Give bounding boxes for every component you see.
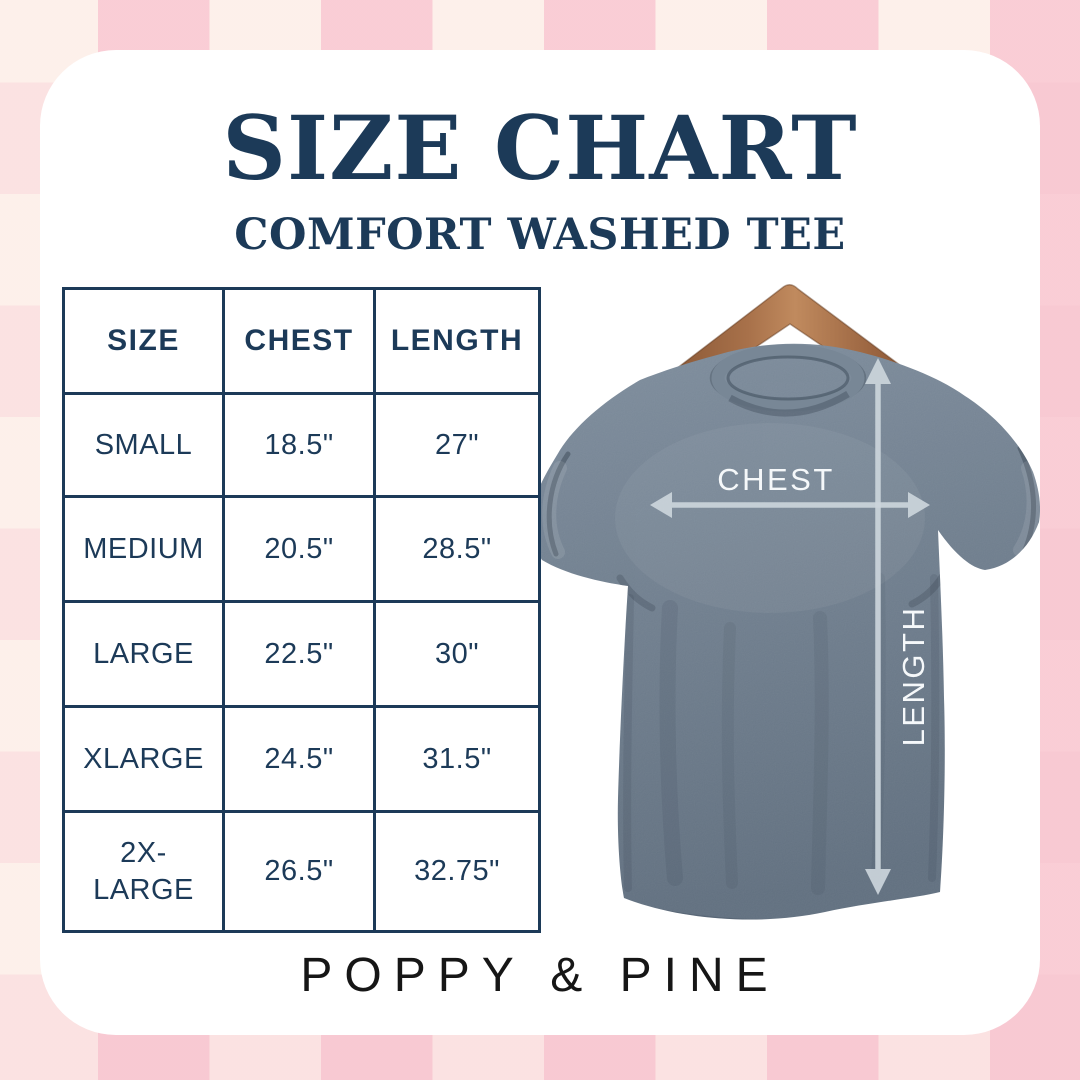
cell-chest: 22.5"	[222, 600, 376, 708]
length-arrow	[865, 358, 891, 895]
tshirt-diagram: CHEST LENGTH	[532, 284, 1040, 920]
header-size: SIZE	[62, 287, 225, 395]
brand-name: POPPY & PINE	[300, 949, 780, 1002]
size-table: SIZE CHEST LENGTH SMALL 18.5" 27" MEDIUM…	[62, 287, 541, 933]
cell-length: 28.5"	[373, 495, 541, 603]
cell-length: 30"	[373, 600, 541, 708]
table-row: XLARGE 24.5" 31.5"	[62, 705, 541, 813]
cell-length: 32.75"	[373, 810, 541, 933]
cell-size: LARGE	[62, 600, 225, 708]
cell-chest: 26.5"	[222, 810, 376, 933]
cell-length: 27"	[373, 392, 541, 498]
cell-chest: 24.5"	[222, 705, 376, 813]
header-length: LENGTH	[373, 287, 541, 395]
size-table-header-row: SIZE CHEST LENGTH	[62, 287, 541, 395]
length-label: LENGTH	[896, 606, 931, 747]
table-row: SMALL 18.5" 27"	[62, 392, 541, 498]
table-row: MEDIUM 20.5" 28.5"	[62, 495, 541, 603]
cell-size: 2X-LARGE	[62, 810, 225, 933]
tshirt-body	[532, 343, 1040, 920]
chest-label: CHEST	[717, 462, 835, 497]
cell-size: MEDIUM	[62, 495, 225, 603]
header-chest: CHEST	[222, 287, 376, 395]
cell-size: XLARGE	[62, 705, 225, 813]
table-row: LARGE 22.5" 30"	[62, 600, 541, 708]
cell-chest: 18.5"	[222, 392, 376, 498]
shirt-collar	[709, 344, 867, 417]
page-subtitle: COMFORT WASHED TEE	[234, 210, 846, 260]
cell-length: 31.5"	[373, 705, 541, 813]
cell-size: SMALL	[62, 392, 225, 498]
table-row: 2X-LARGE 26.5" 32.75"	[62, 810, 541, 933]
cell-chest: 20.5"	[222, 495, 376, 603]
page-title: SIZE CHART	[222, 96, 858, 200]
chest-arrow	[650, 492, 930, 518]
